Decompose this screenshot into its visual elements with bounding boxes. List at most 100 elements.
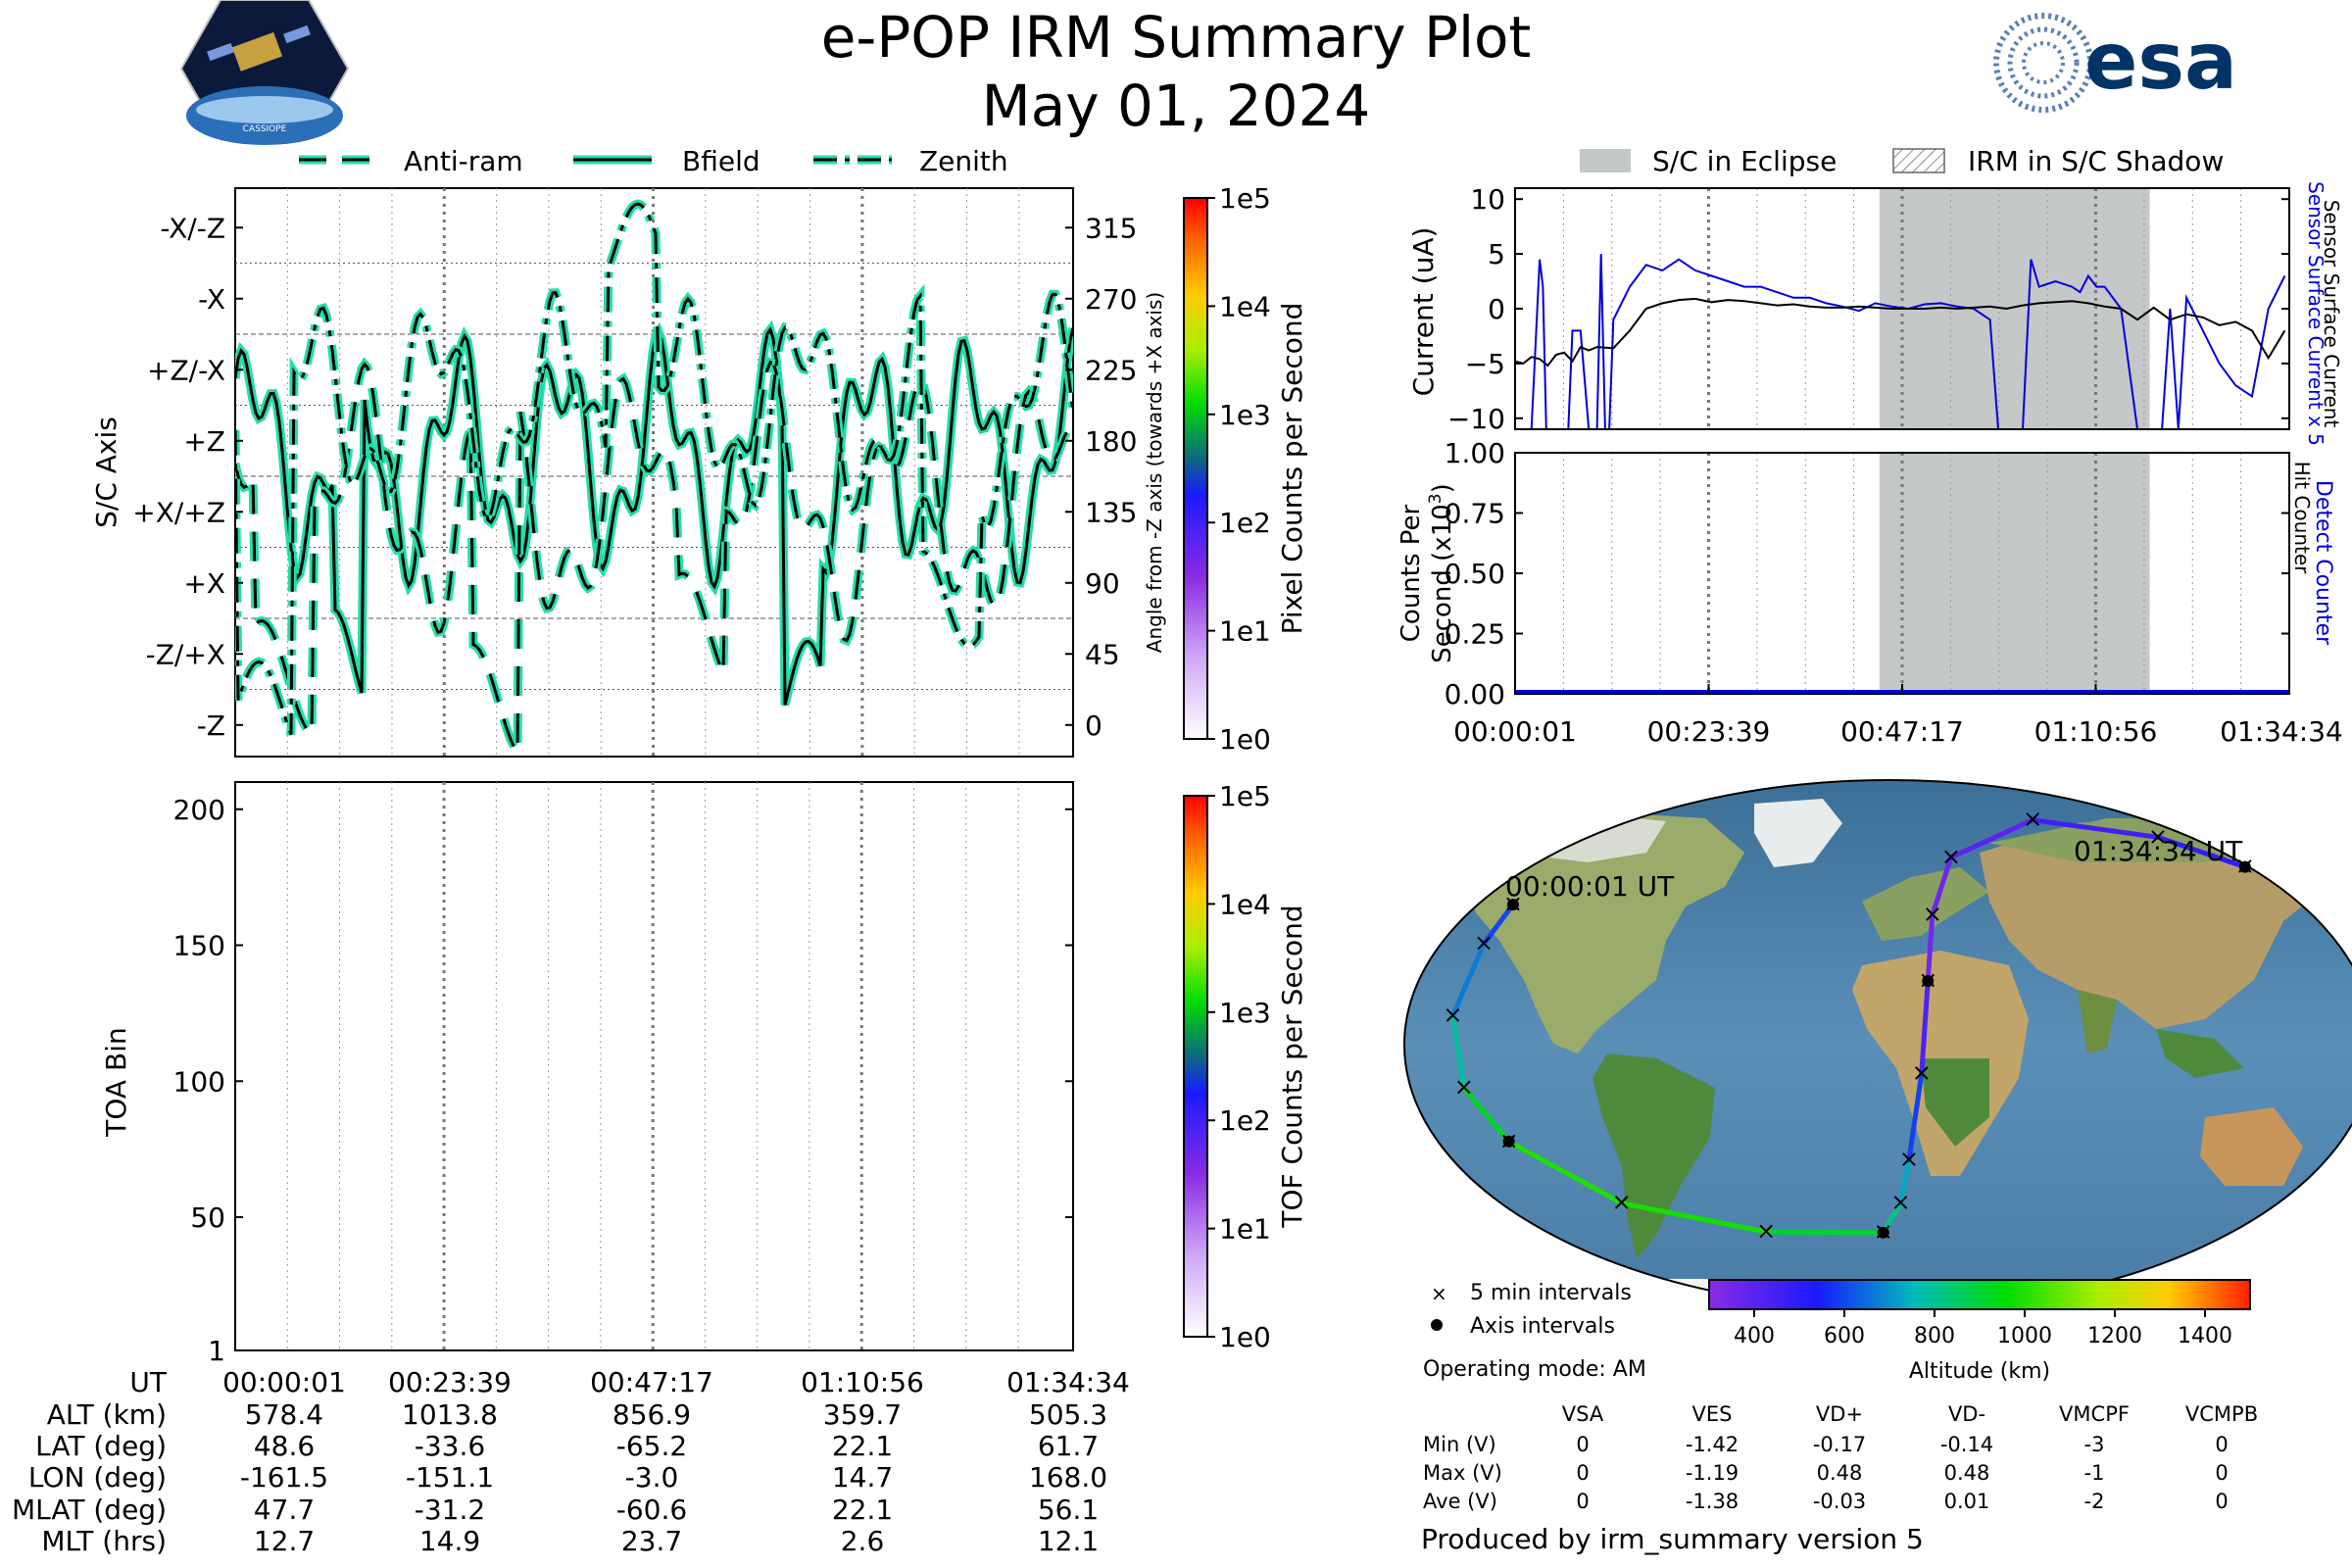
ephemeris-cell: 505.3 (1029, 1398, 1107, 1431)
voltage-cell: 0 (2215, 1490, 2228, 1513)
altitude-colorbar-tick: 1400 (2178, 1324, 2232, 1348)
tof-colorbar: 1e0 1e1 1e2 1e3 1e4 1e5 TOF Counts per Second (1183, 780, 1308, 1353)
legend-5min: 5 min intervals (1470, 1281, 1632, 1305)
orbit-5min-marker: × (1890, 1189, 1910, 1216)
orbit-5min-marker: × (1454, 1073, 1474, 1101)
toa-ytick: 100 (173, 1065, 225, 1098)
legend-eclipse: S/C in Eclipse (1652, 145, 1837, 177)
orbit-track-segment (1763, 1229, 1886, 1236)
legend-dot-marker (1431, 1319, 1443, 1331)
voltage-row-label: Min (V) (1423, 1433, 1496, 1456)
attitude-ytick-left: +Z (183, 425, 225, 458)
voltage-header: VCMPB (2185, 1402, 2258, 1426)
tof-colorbar-label: TOF Counts per Second (1276, 905, 1308, 1228)
tof-colorbar-tick: 1e3 (1219, 997, 1271, 1029)
pixel-colorbar-tick: 1e0 (1219, 723, 1271, 756)
operating-mode: Operating mode: AM (1423, 1357, 1646, 1382)
map-legend: × 5 min intervals Axis intervals Operati… (1423, 1281, 1646, 1382)
ephemeris-cell: -60.6 (616, 1494, 687, 1526)
ephemeris-cell: 14.9 (419, 1525, 480, 1557)
voltage-cell: 0 (1576, 1433, 1589, 1456)
altitude-colorbar-tick: 1000 (1997, 1324, 2052, 1348)
current-ytick: −10 (1447, 403, 1505, 435)
attitude-ytick-right: 45 (1085, 638, 1120, 670)
legend-anti-ram: Anti-ram (404, 145, 523, 177)
orbit-map: ××××××××××××××××× 00:00:01 UT 01:34:34 U… (1403, 779, 2352, 1310)
counts-xtick: 00:00:01 (1453, 715, 1577, 748)
attitude-ytick-left: -Z (197, 710, 225, 742)
counts-ytick: 0.75 (1445, 498, 1505, 530)
counts-ylabel-line2: Second (x103) (1426, 483, 1457, 663)
legend-eclipse-swatch (1580, 149, 1631, 172)
orbit-5min-marker: × (1612, 1189, 1632, 1216)
current-ylabel: Current (uA) (1407, 227, 1440, 397)
ephemeris-label: UT (129, 1366, 167, 1398)
orbit-5min-marker: × (2023, 806, 2042, 833)
orbit-track-segment (1449, 941, 1487, 1019)
current-ytick: 5 (1488, 238, 1505, 270)
tof-colorbar-tick: 1e5 (1219, 780, 1271, 812)
voltage-header: VD+ (1816, 1402, 1863, 1426)
ephemeris-cell: 48.6 (254, 1430, 315, 1462)
page-title: e-POP IRM Summary Plot (821, 4, 1532, 71)
orbit-track-segment (1930, 855, 1954, 918)
counts-xtick: 00:23:39 (1647, 715, 1771, 748)
ephemeris-cell: 61.7 (1038, 1430, 1099, 1462)
pixel-colorbar-label: Pixel Counts per Second (1276, 303, 1308, 635)
toa-ytick: 200 (173, 794, 225, 826)
attitude-ytick-right: 135 (1085, 496, 1137, 528)
attitude-ytick-left: -X/-Z (160, 212, 225, 244)
voltage-cell: -2 (2084, 1490, 2105, 1513)
cassiope-logo: CASSIOPE (179, 0, 350, 145)
pixel-colorbar-tick: 1e1 (1219, 615, 1271, 648)
ephemeris-cell: -33.6 (415, 1430, 485, 1462)
ephemeris-cell: 359.7 (823, 1398, 902, 1431)
attitude-ytick-left: +X (183, 567, 225, 600)
ephemeris-cell: 00:00:01 (222, 1366, 346, 1398)
current-ytick: 10 (1470, 183, 1505, 216)
counts-eclipse-band (1879, 454, 2150, 693)
orbit-5min-marker: × (1912, 1058, 1932, 1086)
orbit-axis-marker (1506, 899, 1519, 911)
voltage-cell: -1.38 (1686, 1490, 1739, 1513)
orbit-track-segment (1948, 817, 2035, 860)
ephemeris-cell: 01:34:34 (1006, 1366, 1130, 1398)
orbit-end-label: 01:34:34 UT (2074, 835, 2243, 867)
pixel-colorbar-tick: 1e2 (1219, 507, 1271, 539)
voltage-cell: 0 (2215, 1461, 2228, 1485)
current-frame-border (1514, 187, 2290, 430)
ephemeris-cell: 1013.8 (402, 1398, 498, 1431)
orbit-axis-marker (2238, 860, 2251, 873)
voltage-cell: 0 (2215, 1433, 2228, 1456)
ephemeris-cell: 56.1 (1038, 1494, 1099, 1526)
ephemeris-cell: 2.6 (841, 1525, 885, 1557)
legend-axis-intervals: Axis intervals (1470, 1314, 1615, 1339)
ephemeris-cell: 12.1 (1038, 1525, 1099, 1557)
voltage-header: VES (1692, 1402, 1733, 1426)
orbit-axis-marker (1877, 1226, 1889, 1239)
ephemeris-label: LON (deg) (28, 1461, 167, 1494)
legend-shadow: IRM in S/C Shadow (1968, 145, 2224, 177)
counts-right-label-detect: Detect Counter (2311, 480, 2335, 646)
voltage-row-label: Max (V) (1423, 1461, 1502, 1485)
ephemeris-cell: 168.0 (1029, 1461, 1107, 1494)
orbit-5min-marker: × (1923, 901, 1942, 928)
attitude-ytick-right: 270 (1085, 283, 1137, 316)
voltage-row-label: Ave (V) (1423, 1490, 1497, 1513)
attitude-ylabel: S/C Axis (90, 416, 122, 528)
orbit-5min-marker: × (1941, 843, 1961, 870)
ephemeris-label: MLAT (deg) (12, 1494, 167, 1526)
legend-bfield: Bfield (682, 145, 760, 177)
counts-xtick: 00:47:17 (1840, 715, 1964, 748)
legend-zenith: Zenith (919, 145, 1008, 177)
ephemeris-cell: 578.4 (245, 1398, 323, 1431)
counts-right-label-hit: Hit Counter (2290, 462, 2314, 574)
tof-colorbar-tick: 1e2 (1219, 1104, 1271, 1137)
orbit-track-segment (2155, 834, 2248, 870)
orbit-5min-marker: × (1474, 929, 1494, 956)
voltage-cell: -1.42 (1686, 1433, 1739, 1456)
voltage-table: VSA VES VD+ VD- VMCPF VCMPB Min (V) 0 -1.42 -0.17… (1423, 1402, 2258, 1513)
page-subtitle: May 01, 2024 (982, 73, 1371, 139)
attitude-legend: Anti-ram Bfield Zenith (299, 145, 1008, 177)
